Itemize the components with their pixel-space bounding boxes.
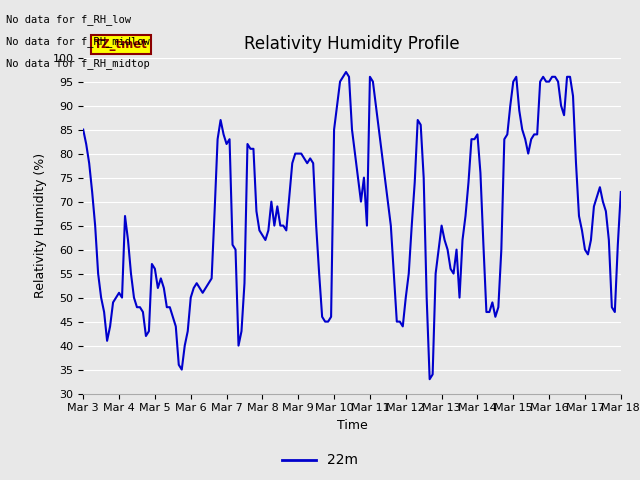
Text: No data for f_RH_midlow: No data for f_RH_midlow — [6, 36, 150, 47]
Y-axis label: Relativity Humidity (%): Relativity Humidity (%) — [34, 153, 47, 298]
Text: TZ_tmet: TZ_tmet — [94, 38, 148, 51]
X-axis label: Time: Time — [337, 419, 367, 432]
Legend: 22m: 22m — [276, 448, 364, 473]
Text: No data for f_RH_low: No data for f_RH_low — [6, 14, 131, 25]
Title: Relativity Humidity Profile: Relativity Humidity Profile — [244, 35, 460, 53]
Text: No data for f_RH_midtop: No data for f_RH_midtop — [6, 58, 150, 69]
